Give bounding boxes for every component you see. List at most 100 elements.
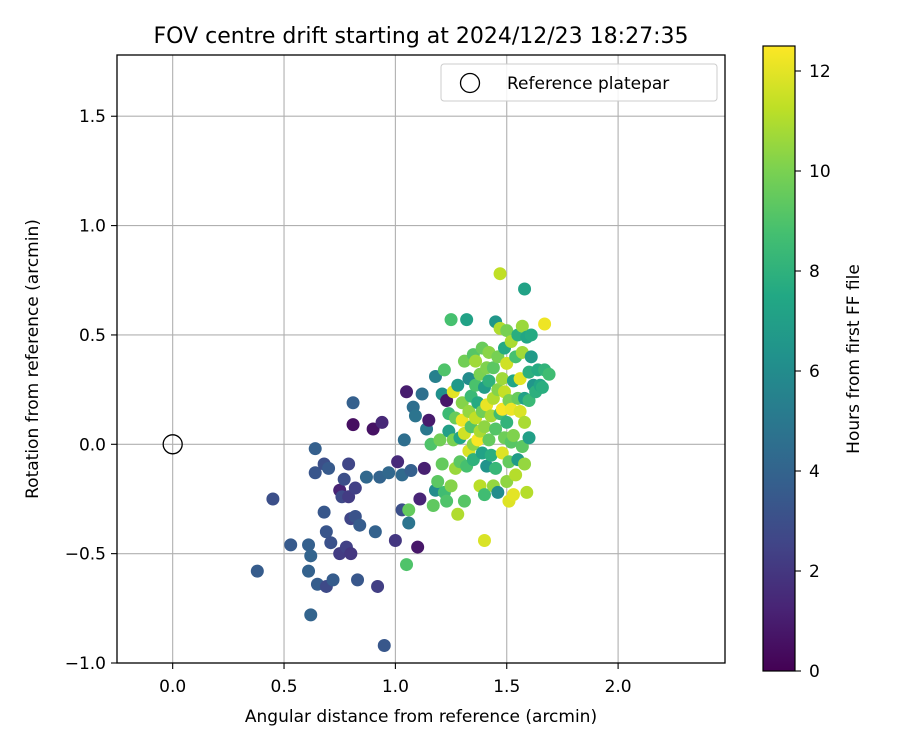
colorbar-tick-label: 6 xyxy=(809,362,820,382)
data-point xyxy=(482,433,496,447)
colorbar-ticks: 0 2 4 6 8 10 12 xyxy=(795,62,831,682)
data-point xyxy=(359,470,373,484)
data-point xyxy=(520,485,534,499)
colorbar-gradient xyxy=(762,45,796,672)
data-point xyxy=(518,457,532,471)
data-point xyxy=(402,503,416,517)
data-point xyxy=(506,488,520,502)
data-point xyxy=(304,608,318,622)
data-point xyxy=(477,534,491,548)
data-point xyxy=(486,361,500,375)
data-point xyxy=(411,540,425,554)
colorbar-tick-label: 10 xyxy=(809,162,831,182)
data-point xyxy=(324,536,338,550)
data-point xyxy=(382,466,396,480)
data-point xyxy=(417,461,431,475)
data-point xyxy=(400,558,414,572)
data-point xyxy=(391,455,405,469)
data-point xyxy=(495,372,509,386)
data-point xyxy=(444,479,458,493)
data-point xyxy=(397,433,411,447)
data-point xyxy=(524,328,538,342)
data-point xyxy=(308,442,322,456)
colorbar-tick-label: 8 xyxy=(809,262,820,282)
data-point xyxy=(388,534,402,548)
legend-label: Reference platepar xyxy=(507,74,669,94)
chart-title: FOV centre drift starting at 2024/12/23 … xyxy=(154,24,689,49)
data-point xyxy=(284,538,298,552)
x-tick-label: 1.0 xyxy=(382,677,409,697)
data-point xyxy=(250,564,264,578)
data-point xyxy=(542,367,556,381)
colorbar-label: Hours from first FF file xyxy=(844,264,864,454)
colorbar-tick-label: 2 xyxy=(809,562,820,582)
data-point xyxy=(489,461,503,475)
data-point xyxy=(337,472,351,486)
data-point xyxy=(506,429,520,443)
y-tick-label: 0.5 xyxy=(79,326,106,346)
colorbar: 0 2 4 6 8 10 12 Hours from first FF file xyxy=(762,45,864,682)
x-tick-label: 2.0 xyxy=(605,677,632,697)
data-point xyxy=(317,505,331,519)
data-point xyxy=(466,453,480,467)
x-tick-label: 0.5 xyxy=(271,677,298,697)
legend: Reference platepar xyxy=(440,63,718,102)
data-point xyxy=(513,404,527,418)
y-tick-label: −1.0 xyxy=(65,654,106,674)
data-point xyxy=(433,433,447,447)
data-point xyxy=(319,525,333,539)
colorbar-tick-label: 4 xyxy=(809,462,820,482)
y-tick-label: −0.5 xyxy=(65,545,106,565)
y-tick-label: 0.0 xyxy=(79,435,106,455)
data-point xyxy=(400,385,414,399)
data-point xyxy=(477,420,491,434)
data-point xyxy=(460,313,474,327)
data-point xyxy=(426,499,440,513)
y-axis-label: Rotation from reference (arcmin) xyxy=(23,219,43,499)
data-point xyxy=(509,468,523,482)
data-point xyxy=(491,485,505,499)
data-point xyxy=(518,415,532,429)
data-point xyxy=(304,549,318,563)
data-point xyxy=(457,354,471,368)
colorbar-tick-label: 12 xyxy=(809,62,831,82)
data-point xyxy=(513,372,527,386)
data-point xyxy=(437,363,451,377)
data-point xyxy=(428,369,442,383)
data-point xyxy=(266,492,280,506)
data-point xyxy=(500,324,514,338)
data-point xyxy=(457,494,471,508)
data-point xyxy=(489,422,503,436)
y-tick-label: 1.5 xyxy=(79,107,106,127)
points-layer xyxy=(250,267,556,653)
data-point xyxy=(469,354,483,368)
data-point xyxy=(422,413,436,427)
data-point xyxy=(482,374,496,388)
data-point xyxy=(484,448,498,462)
reference-platepar-marker xyxy=(162,434,183,455)
data-point xyxy=(402,516,416,530)
data-point xyxy=(371,579,385,593)
data-point xyxy=(515,319,529,333)
data-point xyxy=(444,313,458,327)
data-point xyxy=(524,350,538,364)
data-point xyxy=(375,415,389,429)
y-tick-label: 1.0 xyxy=(79,217,106,237)
data-point xyxy=(377,639,391,653)
data-point xyxy=(302,564,316,578)
data-point xyxy=(493,267,507,281)
legend-marker-icon xyxy=(459,72,481,94)
data-point xyxy=(346,418,360,432)
data-point xyxy=(326,573,340,587)
data-point xyxy=(440,494,454,508)
data-point xyxy=(366,422,380,436)
data-point xyxy=(500,415,514,429)
x-axis: 0.0 0.5 1.0 1.5 2.0 xyxy=(159,663,632,697)
data-point xyxy=(451,507,465,521)
data-point xyxy=(353,518,367,532)
data-point xyxy=(322,461,336,475)
reference-marker-layer xyxy=(162,434,183,455)
data-point xyxy=(368,525,382,539)
data-point xyxy=(302,538,316,552)
